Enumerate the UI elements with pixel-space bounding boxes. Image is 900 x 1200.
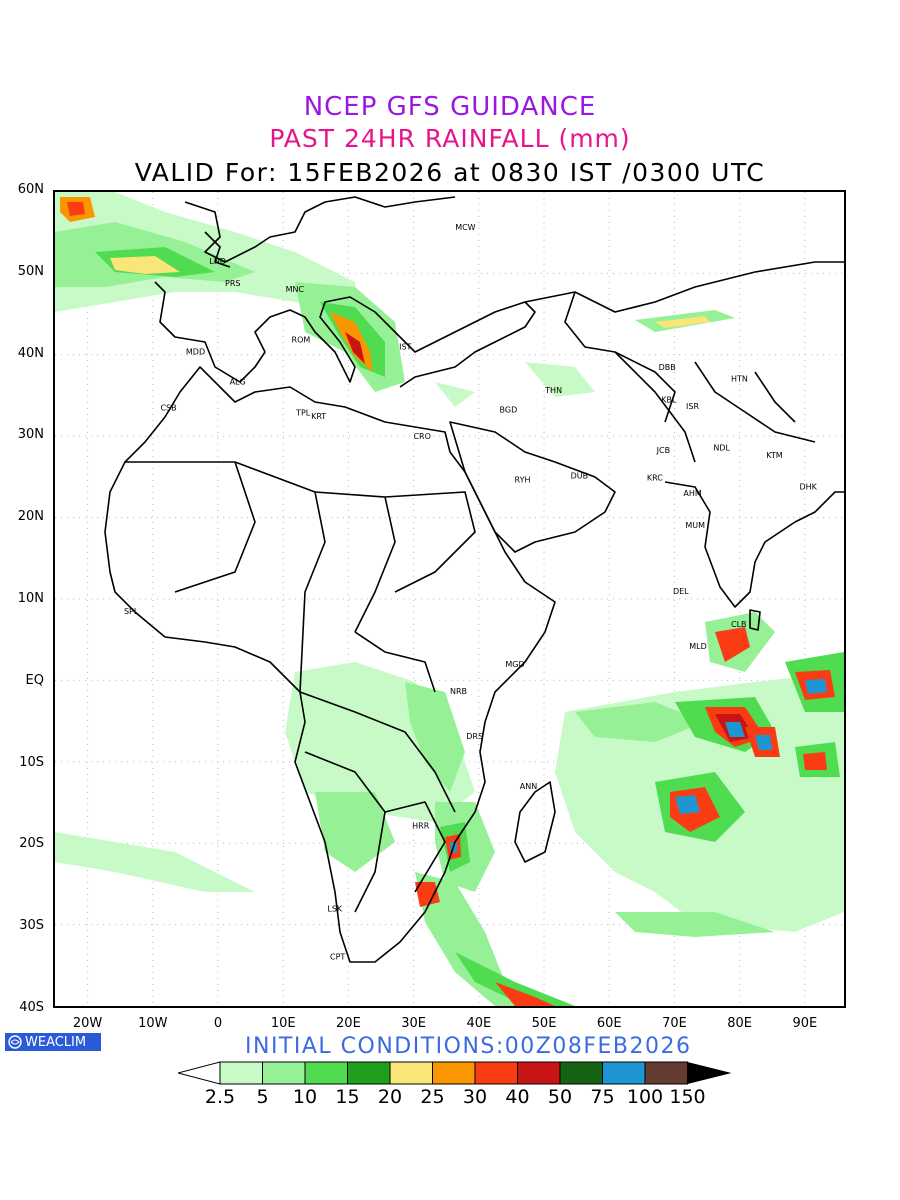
lon-label: 10W [138,1016,168,1031]
legend-swatch [559,1061,603,1085]
city-label: DUB [571,471,589,480]
city-label: KBL [661,396,677,405]
legend-swatch [304,1061,348,1085]
lon-label: 80E [727,1016,753,1031]
legend-swatch [474,1061,518,1085]
city-label: PRS [225,279,240,288]
city-label: DRS [466,732,483,741]
lon-label: 0 [213,1016,223,1031]
city-label: KTM [766,451,783,460]
map-panel: LND PRS MCW MNC ROM MDD IST ALG CSB TPL KRT CRO BGD T… [53,190,846,1008]
city-label: MNC [286,285,305,294]
legend-swatch [389,1061,433,1085]
city-label: KRC [647,474,663,483]
legend-swatch [644,1061,688,1085]
logo-text: WEACLIM [25,1034,87,1050]
legend-label: 150 [669,1086,706,1108]
lat-label: 20N [17,509,44,525]
lat-label: 60N [17,182,44,197]
city-label: IST [399,343,411,352]
initial-conditions: INITIAL CONDITIONS:00Z08FEB2026 [245,1034,692,1059]
legend-swatch [219,1061,263,1085]
city-label: LND [209,257,226,266]
city-label: HRR [412,821,430,830]
city-label: JCB [656,446,670,455]
city-label: THN [544,386,562,395]
lat-label: EQ [25,672,44,688]
legend-label: 20 [377,1086,403,1108]
city-label: MCW [455,223,475,232]
lat-label: 10S [19,754,44,770]
city-label: TPL [295,409,311,418]
city-label: CRO [413,432,430,441]
city-label: ANN [520,782,537,791]
lon-label: 50E [531,1016,557,1031]
lon-label: 20W [72,1016,103,1031]
legend-swatch [347,1061,391,1085]
city-label: RYH [515,475,531,484]
lat-label: 30S [19,918,44,934]
rainfall-map: LND PRS MCW MNC ROM MDD IST ALG CSB TPL KRT CRO BGD T… [55,192,844,1006]
city-markers: LND PRS MCW MNC ROM MDD IST ALG CSB TPL KRT CRO BGD T… [124,223,818,961]
lat-label: 50N [17,263,44,279]
legend-label: 75 [590,1086,615,1108]
rainfall-shading [55,192,844,1006]
lat-label: 10N [17,591,44,606]
city-label: MGD [505,660,524,669]
lon-label: 30E [401,1016,426,1031]
legend-label: 10 [292,1086,318,1108]
title-line-2: PAST 24HR RAINFALL (mm) [269,124,631,153]
city-label: ALG [230,378,246,387]
legend-min-arrow [178,1061,221,1085]
city-label: DBB [659,363,676,372]
lon-label: 60E [596,1016,622,1031]
legend-swatch [262,1061,306,1085]
city-label: ISR [686,402,699,411]
legend-swatch [517,1061,561,1085]
legend-swatch [602,1061,646,1085]
city-label: CPT [330,952,345,961]
title-line-1: NCEP GFS GUIDANCE [303,92,597,122]
lat-label: 20S [19,836,44,852]
legend-label: 25 [420,1086,445,1108]
legend-max-arrow [687,1062,732,1084]
legend-swatch [432,1061,476,1085]
city-label: MLD [689,642,707,651]
city-label: DHK [799,483,817,492]
globe-icon [8,1035,22,1049]
lat-label: 30N [17,427,44,443]
lon-label: 70E [662,1016,687,1031]
city-label: DEL [673,587,689,596]
lon-label: 20E [336,1016,361,1031]
weaclim-logo: WEACLIM [5,1033,101,1051]
lon-label: 10E [270,1016,296,1031]
legend-label: 5 [256,1086,269,1108]
lon-label: 90E [792,1016,818,1031]
legend-label: 100 [626,1086,664,1108]
legend-label: 30 [462,1086,488,1108]
coastlines-borders [104,196,844,963]
legend-label: 40 [505,1086,530,1108]
city-label: SPL [124,607,139,616]
city-label: NRB [450,687,467,696]
city-label: AHM [683,489,701,498]
city-label: KRT [311,412,326,421]
city-label: ROM [292,335,311,344]
legend-label: 15 [335,1086,360,1108]
color-legend-bar [178,1061,732,1085]
city-label: NDL [713,444,730,453]
city-label: CSB [160,404,176,413]
city-label: LSK [327,904,343,913]
lat-label: 40S [19,1000,44,1015]
city-label: BGD [500,405,518,414]
legend-label: 2.5 [204,1086,236,1108]
city-label: MUM [685,521,705,530]
city-label: CLB [731,620,747,629]
legend-label: 50 [547,1086,573,1108]
lon-label: 40E [466,1016,492,1031]
title-valid-time: VALID For: 15FEB2026 at 0830 IST /0300 U… [134,158,766,187]
city-label: MDD [186,348,205,357]
lat-label: 40N [17,345,44,361]
city-label: HTN [731,374,748,383]
